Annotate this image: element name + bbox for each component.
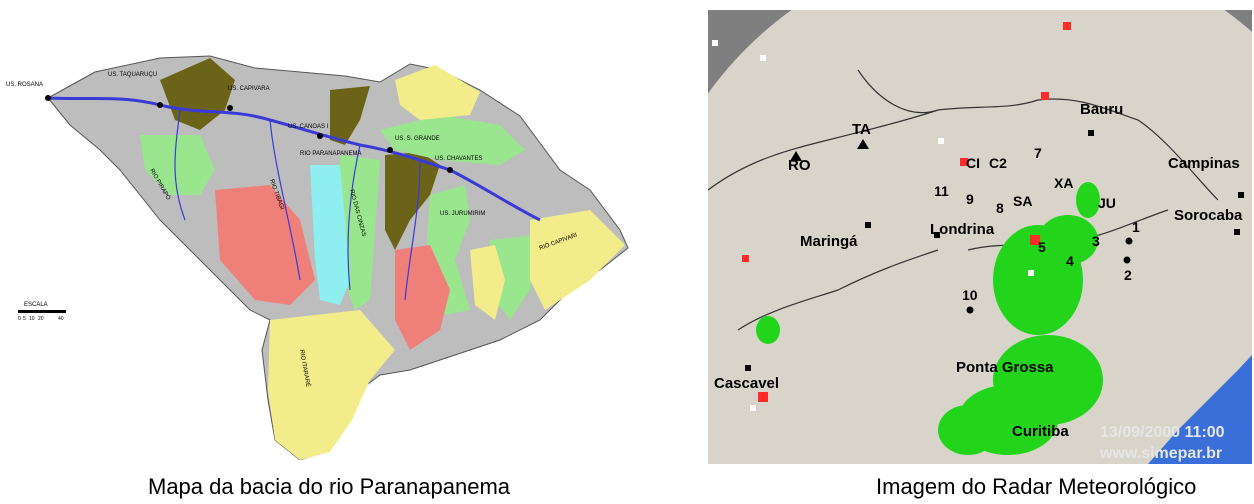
station-number: 2	[1124, 267, 1132, 283]
plant-marker	[157, 102, 163, 108]
city-label: XA	[1054, 175, 1073, 191]
basin-map-svg: US. ROSANA US. TAQUARUÇU US. CAPIVARA US…	[6, 55, 629, 461]
station-number: 8	[996, 200, 1004, 216]
plant-marker	[227, 105, 233, 111]
basin-yellow-region	[470, 245, 505, 320]
city-label: CI	[966, 155, 980, 171]
basin-olive-region	[385, 152, 440, 250]
scale-tick: 40	[58, 316, 64, 322]
caption-basin-map: Mapa da bacia do rio Paranapanema	[148, 474, 511, 499]
scale-bar: ESCALA 0 5 10 20 40	[18, 302, 66, 322]
plant-label: US. JURUMIRIM	[440, 211, 485, 217]
city-label: Londrina	[930, 221, 995, 238]
radar-website: www.simepar.br	[1099, 445, 1222, 462]
basin-green-region	[140, 135, 215, 195]
station-number: 9	[966, 191, 974, 207]
basin-yellow-region	[395, 65, 480, 120]
station-number: 7	[1034, 145, 1042, 161]
radar-svg: RO TA Bauru Campinas Sorocaba Maringá Lo…	[708, 10, 1252, 464]
radar-image: RO TA Bauru Campinas Sorocaba Maringá Lo…	[708, 10, 1252, 464]
scale-tick: 20	[38, 316, 44, 322]
plant-label: US. S. GRANDE	[395, 136, 440, 142]
plant-label: US. CANOAS I	[288, 124, 329, 130]
scale-tick: 0	[18, 316, 21, 322]
basin-salmon-region	[215, 185, 315, 305]
city-markers	[745, 130, 1244, 371]
city-label: RO	[788, 157, 811, 174]
basin-green-region	[340, 155, 380, 310]
city-label: Cascavel	[714, 375, 779, 392]
scale-tick: 5	[23, 316, 26, 322]
station-number: 4	[1066, 253, 1074, 269]
station-number: 1	[1132, 219, 1140, 235]
paranapanema-river	[47, 96, 541, 222]
city-label: Bauru	[1080, 101, 1123, 118]
ocean	[1148, 355, 1252, 464]
plant-marker	[317, 133, 323, 139]
river-label: RIO PARANAPANEMA	[300, 151, 361, 157]
tributary-river	[174, 109, 421, 301]
plant-label: US. TAQUARUÇU	[108, 72, 157, 78]
city-label: TA	[852, 121, 871, 138]
caption-radar-image: Imagem do Radar Meteorológico	[876, 474, 1197, 499]
plant-label: US. CHAVANTES	[435, 156, 482, 162]
basin-yellow-region	[530, 210, 625, 310]
state-border	[708, 69, 1219, 331]
plant-marker	[387, 147, 393, 153]
plant-marker	[45, 95, 51, 101]
city-label: SA	[1013, 193, 1032, 209]
plant-label: US. ROSANA	[6, 82, 43, 88]
lightning-white	[712, 40, 1034, 411]
station-number: 11	[934, 183, 949, 199]
basin-green-region	[380, 115, 525, 165]
radar-timestamp: 13/09/2000 11:00	[1100, 424, 1225, 441]
station-number: 5	[1038, 239, 1046, 255]
basin-map: US. ROSANA US. TAQUARUÇU US. CAPIVARA US…	[0, 20, 640, 461]
radar-disc	[708, 10, 1252, 464]
city-label: Campinas	[1168, 155, 1240, 172]
station-number: 10	[962, 287, 978, 303]
precipitation-echo	[756, 182, 1103, 455]
city-label: Curitiba	[1012, 423, 1069, 440]
scale-tick: 10	[29, 316, 35, 322]
city-label: Ponta Grossa	[956, 359, 1054, 376]
plant-label: US. CAPIVARA	[228, 86, 270, 92]
city-label: Sorocaba	[1174, 207, 1243, 224]
basin-green-region	[490, 235, 535, 320]
basin-yellow-region	[268, 310, 395, 460]
basin-cyan-region	[310, 165, 350, 305]
city-label: JU	[1098, 195, 1116, 211]
city-label: C2	[989, 155, 1007, 171]
lightning-red	[742, 22, 1071, 402]
scale-title: ESCALA	[24, 302, 48, 308]
plant-marker	[447, 167, 453, 173]
basin-olive-region	[330, 86, 370, 145]
station-number: 3	[1092, 233, 1100, 249]
city-label: Maringá	[800, 233, 858, 250]
